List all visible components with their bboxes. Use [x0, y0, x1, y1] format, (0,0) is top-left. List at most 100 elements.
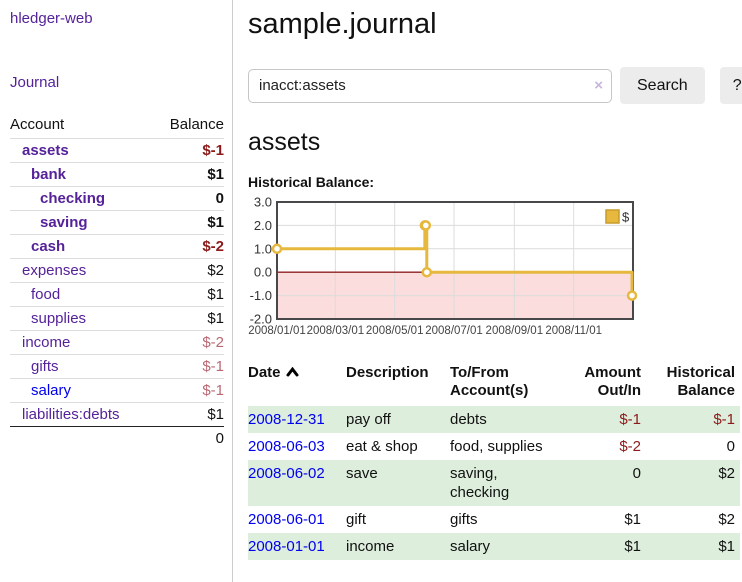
data-point-marker[interactable]	[420, 220, 432, 231]
account-balance: $1	[207, 310, 224, 327]
data-point-marker[interactable]	[271, 243, 283, 255]
clear-search-icon[interactable]: ×	[594, 76, 603, 94]
account-link[interactable]: supplies	[31, 310, 87, 327]
search-input[interactable]	[248, 68, 612, 103]
transaction-amount: $1	[624, 511, 641, 528]
transaction-date-link[interactable]: 2008-12-31	[248, 411, 325, 428]
balance-column-header: Balance	[169, 116, 224, 133]
register-column-header: To/From Account(s)	[450, 364, 529, 399]
plot-border	[276, 201, 634, 320]
account-row: food $1	[10, 282, 224, 307]
legend-label: $	[622, 210, 630, 225]
chart-title: Historical Balance:	[248, 174, 375, 190]
register-row: 2008-06-02 save saving, checking 0 $2	[248, 460, 740, 506]
sort-ascending-icon	[286, 366, 299, 377]
account-link[interactable]: income	[22, 334, 71, 351]
data-point-marker[interactable]	[626, 290, 638, 301]
account-balance: $-2	[202, 334, 224, 351]
account-row: gifts $-1	[10, 354, 224, 379]
transaction-date-link[interactable]: 2008-06-02	[248, 465, 325, 482]
transaction-accounts: saving, checking	[450, 465, 510, 501]
y-axis-tick-label: 0.0	[254, 265, 272, 280]
account-row: expenses $2	[10, 258, 224, 283]
y-axis-tick-label: -2.0	[250, 312, 272, 327]
account-balance: $1	[207, 214, 224, 231]
account-link[interactable]: bank	[31, 166, 67, 183]
y-axis-tick-label: 3.0	[254, 195, 272, 210]
transaction-balance: $2	[718, 465, 735, 482]
account-link[interactable]: expenses	[22, 262, 87, 279]
account-total-balance: 0	[215, 430, 224, 447]
register-row: 2008-06-03 eat & shop food, supplies $-2 0	[248, 433, 740, 460]
register-table: Date Description To/From Account(s) Amount …	[248, 362, 740, 560]
account-row: salary $-1	[10, 378, 224, 403]
chart-area: 3.0 2.0 1.0 0.0 -1.0 -2.0 2008/01/01 2008/03/01…	[248, 195, 742, 345]
transaction-accounts: gifts	[450, 511, 478, 528]
account-link[interactable]: saving	[40, 214, 88, 231]
transaction-balance: 0	[726, 438, 735, 455]
register-row: 2008-12-31 pay off debts $-1 $-1	[248, 406, 740, 433]
x-axis-tick-label: 2008/11/01	[545, 325, 602, 337]
account-row: saving $1	[10, 210, 224, 235]
transaction-balance: $1	[718, 538, 735, 555]
account-balance: $-1	[202, 358, 224, 375]
search-bar: × Search ?	[248, 67, 742, 104]
account-link[interactable]: assets	[22, 142, 69, 159]
x-axis-tick-label: 2008/05/01	[366, 325, 424, 337]
register-row: 2008-01-01 income salary $1 $1	[248, 533, 740, 560]
transaction-accounts: food, supplies	[450, 438, 543, 455]
data-point-marker[interactable]	[421, 266, 433, 278]
account-balance: $-1	[202, 142, 224, 159]
y-axis-tick-label: 2.0	[254, 218, 272, 233]
transaction-date-link[interactable]: 2008-06-03	[248, 438, 325, 455]
account-balance: $2	[207, 262, 224, 279]
page-title: sample.journal	[248, 8, 437, 40]
x-axis-tick-label: 2008/09/01	[486, 325, 544, 337]
account-total-row: 0	[10, 426, 224, 451]
sidebar: hledger-web Journal Account Balance asse…	[0, 0, 233, 582]
transaction-amount: 0	[632, 465, 641, 482]
register-row: 2008-06-01 gift gifts $1 $2	[248, 506, 740, 533]
account-link[interactable]: liabilities:debts	[22, 406, 120, 423]
transaction-description: eat & shop	[346, 438, 418, 455]
account-row: checking 0	[10, 186, 224, 211]
app-title-link[interactable]: hledger-web	[10, 10, 93, 27]
transaction-balance: $-1	[713, 411, 735, 428]
account-balance: $1	[207, 406, 224, 423]
transaction-description: income	[346, 538, 395, 555]
account-row: liabilities:debts $1	[10, 402, 224, 427]
transaction-amount: $-2	[619, 438, 641, 455]
account-balance: $-1	[202, 382, 224, 399]
search-button[interactable]: Search	[620, 67, 705, 104]
account-balance: 0	[215, 190, 224, 207]
account-row: supplies $1	[10, 306, 224, 331]
account-link[interactable]: checking	[40, 190, 106, 207]
transaction-accounts: debts	[450, 411, 487, 428]
account-balance: $1	[207, 166, 224, 183]
register-column-header: Description	[346, 364, 429, 381]
main-content: sample.journal × Search ? assets Histori…	[248, 0, 742, 560]
sidebar-item-journal[interactable]: Journal	[10, 74, 60, 91]
account-balance: $1	[207, 286, 224, 303]
sortable-date-header[interactable]: Date	[248, 362, 346, 406]
x-axis-tick-label: 2008/03/01	[307, 325, 365, 337]
account-link[interactable]: food	[31, 286, 61, 303]
account-link[interactable]: salary	[31, 382, 72, 399]
transaction-balance: $2	[718, 511, 735, 528]
x-axis-tick-label: 2008/01/01	[248, 325, 306, 337]
account-link[interactable]: gifts	[31, 358, 59, 375]
transaction-date-link[interactable]: 2008-01-01	[248, 538, 325, 555]
transaction-description: pay off	[346, 411, 391, 428]
register-column-header: Historical Balance	[666, 364, 735, 399]
register-column-header: Amount Out/In	[584, 364, 641, 399]
transaction-accounts: salary	[450, 538, 491, 555]
account-column-header: Account	[10, 116, 65, 133]
transaction-amount: $1	[624, 538, 641, 555]
help-button[interactable]: ?	[719, 67, 742, 104]
account-heading: assets	[248, 128, 321, 156]
transaction-date-link[interactable]: 2008-06-01	[248, 511, 325, 528]
account-link[interactable]: cash	[31, 238, 66, 255]
account-row: cash $-2	[10, 234, 224, 259]
account-row: assets $-1	[10, 138, 224, 163]
